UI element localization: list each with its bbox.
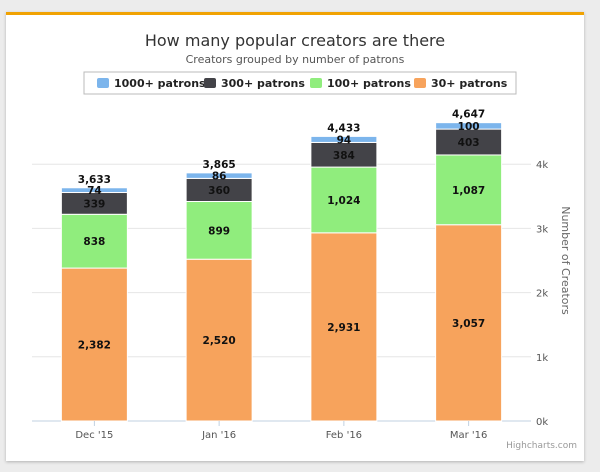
x-axis: Dec '15 Jan '16 Feb '16 Mar '16 (75, 421, 487, 441)
bar-segment[interactable] (310, 166, 378, 234)
x-tick-label: Mar '16 (450, 430, 488, 441)
data-label: 3,057 (452, 318, 485, 330)
legend-label: 100+ patrons (327, 77, 411, 90)
legend-item[interactable]: 300+ patrons (204, 77, 305, 90)
data-label: 384 (333, 150, 355, 162)
y-tick-label: 0k (536, 417, 548, 428)
legend-item[interactable]: 1000+ patrons (97, 77, 206, 90)
bar-segment[interactable] (310, 141, 378, 168)
x-tick-label: Dec '15 (75, 430, 113, 441)
legend-item[interactable]: 30+ patrons (414, 77, 508, 90)
data-label: 838 (83, 236, 105, 248)
chart-card: How many popular creators are there Crea… (6, 12, 584, 461)
data-label: 1,024 (327, 195, 360, 207)
bar-segment[interactable] (310, 135, 378, 143)
x-tick-label: Feb '16 (326, 430, 362, 441)
y-tick-label: 1k (536, 353, 548, 364)
chart-title: How many popular creators are there (145, 31, 445, 50)
data-label: 94 (337, 134, 352, 146)
bar-segment[interactable] (435, 122, 503, 130)
bar-segment[interactable] (185, 172, 253, 179)
total-label: 4,433 (327, 122, 360, 134)
data-label: 403 (458, 137, 480, 149)
y-tick-label: 4k (536, 160, 548, 171)
data-label: 1,087 (452, 185, 485, 197)
bar-segment[interactable] (185, 201, 253, 260)
credits-link[interactable]: Highcharts.com (506, 441, 577, 451)
legend-swatch (97, 78, 109, 88)
data-label: 360 (208, 185, 230, 197)
data-label: 100 (458, 121, 480, 133)
data-label: 2,931 (327, 322, 360, 334)
y-tick-label: 2k (536, 289, 548, 300)
total-label: 3,865 (203, 159, 236, 171)
chart-subtitle: Creators grouped by number of patrons (186, 53, 405, 66)
legend-label: 30+ patrons (431, 77, 508, 90)
x-tick-label: Jan '16 (201, 430, 236, 441)
bar-segment[interactable] (435, 224, 503, 422)
legend: 1000+ patrons 300+ patrons 100+ patrons 30+… (83, 71, 517, 95)
total-label: 4,647 (452, 109, 485, 121)
legend-swatch (204, 78, 216, 88)
data-label: 339 (83, 198, 105, 210)
y-tick-label: 3k (536, 224, 548, 235)
data-label: 899 (208, 225, 230, 237)
legend-box (83, 71, 517, 95)
bar-segment[interactable] (60, 187, 128, 194)
legend-label: 1000+ patrons (114, 77, 206, 90)
data-label: 2,382 (78, 340, 111, 352)
bar-segment[interactable] (60, 213, 128, 269)
bar-segment[interactable] (435, 154, 503, 226)
bar-segment[interactable] (310, 232, 378, 422)
legend-swatch (414, 78, 426, 88)
stacked-bar-chart: How many popular creators are there Crea… (32, 31, 577, 451)
legend-swatch (310, 78, 322, 88)
data-label: 2,520 (203, 335, 236, 347)
legend-item[interactable]: 100+ patrons (310, 77, 411, 90)
legend-label: 300+ patrons (221, 77, 305, 90)
data-label: 74 (87, 185, 102, 197)
data-label: 86 (212, 171, 227, 183)
bar-segment[interactable] (435, 128, 503, 156)
y-axis-label: Number of Creators (559, 206, 572, 315)
total-label: 3,633 (78, 174, 111, 186)
y-axis: 0k 1k 2k 3k 4k (536, 160, 548, 428)
